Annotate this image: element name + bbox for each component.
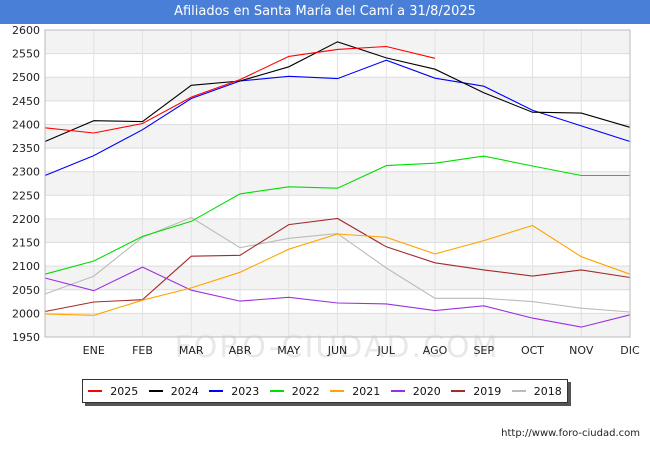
series-line-2022	[44, 155, 630, 275]
x-tick-label: SEP	[473, 344, 494, 357]
x-tick-label: FEB	[132, 344, 153, 357]
legend-label: 2018	[533, 384, 562, 398]
x-tick-label: DIC	[620, 344, 640, 357]
legend-item-2025: 2025	[88, 385, 138, 398]
legend-label: 2020	[412, 384, 441, 398]
source-link[interactable]: http://www.foro-ciudad.com	[501, 428, 640, 439]
series-line-2020	[44, 266, 631, 328]
legend-item-2020: 2020	[390, 384, 441, 398]
x-tick-label: OCT	[521, 344, 544, 357]
plot-frame	[44, 29, 631, 338]
y-tick-label: 2050	[12, 284, 40, 297]
y-tick-label: 2300	[12, 166, 40, 179]
x-tick-label: ABR	[229, 344, 252, 357]
chart-legend: 2025 2024 2023 2022 2021 2020 2019 2018	[82, 379, 568, 403]
legend-label: 2023	[231, 384, 260, 398]
legend-item-2024: 2024	[148, 384, 199, 398]
legend-swatch	[209, 390, 224, 392]
watermark-text: FORO-CIUDAD.COM	[175, 330, 500, 365]
y-tick-label: 2450	[12, 95, 40, 108]
legend-item-2021: 2021	[330, 385, 380, 398]
y-tick-label: 2350	[12, 142, 40, 155]
y-tick-label: 1950	[12, 331, 40, 344]
legend-swatch	[390, 390, 405, 392]
legend-label: 2019	[473, 384, 502, 398]
series-line-2024	[44, 41, 631, 143]
x-tick-label: NOV	[569, 344, 594, 357]
y-tick-label: 2500	[12, 71, 40, 84]
y-tick-label: 2400	[12, 118, 40, 131]
legend-swatch	[511, 390, 526, 392]
legend-item-2018: 2018	[511, 384, 562, 398]
series-line-2023	[44, 59, 631, 177]
x-tick-label: JUL	[377, 344, 396, 357]
legend-label: 2021	[352, 384, 381, 398]
chart-title: Afiliados en Santa María del Camí a 31/8…	[0, 0, 650, 24]
legend-swatch	[269, 390, 284, 392]
legend-item-2022: 2022	[269, 384, 320, 398]
legend-label: 2022	[291, 384, 320, 398]
y-tick-label: 2200	[12, 213, 40, 226]
legend-item-2023: 2023	[209, 385, 259, 398]
legend-label: 2025	[110, 384, 139, 398]
x-tick-label: MAR	[179, 344, 204, 357]
legend-item-2019: 2019	[451, 385, 501, 398]
legend-swatch	[451, 390, 466, 392]
y-tick-label: 2000	[12, 307, 40, 320]
legend-swatch	[148, 390, 163, 392]
x-tick-label: JUN	[327, 344, 348, 357]
x-tick-label: ENE	[83, 344, 105, 357]
legend-swatch	[330, 390, 345, 392]
series-line-2021	[44, 224, 631, 316]
y-tick-label: 2600	[12, 24, 40, 37]
y-tick-label: 2100	[12, 260, 40, 273]
legend-swatch	[88, 390, 103, 392]
y-tick-label: 2150	[12, 237, 40, 250]
y-tick-label: 2250	[12, 189, 40, 202]
x-tick-label: MAY	[277, 344, 300, 357]
legend-label: 2024	[170, 384, 199, 398]
y-tick-label: 2550	[12, 48, 40, 61]
x-tick-label: AGO	[423, 344, 448, 357]
series-line-2025	[44, 45, 436, 134]
